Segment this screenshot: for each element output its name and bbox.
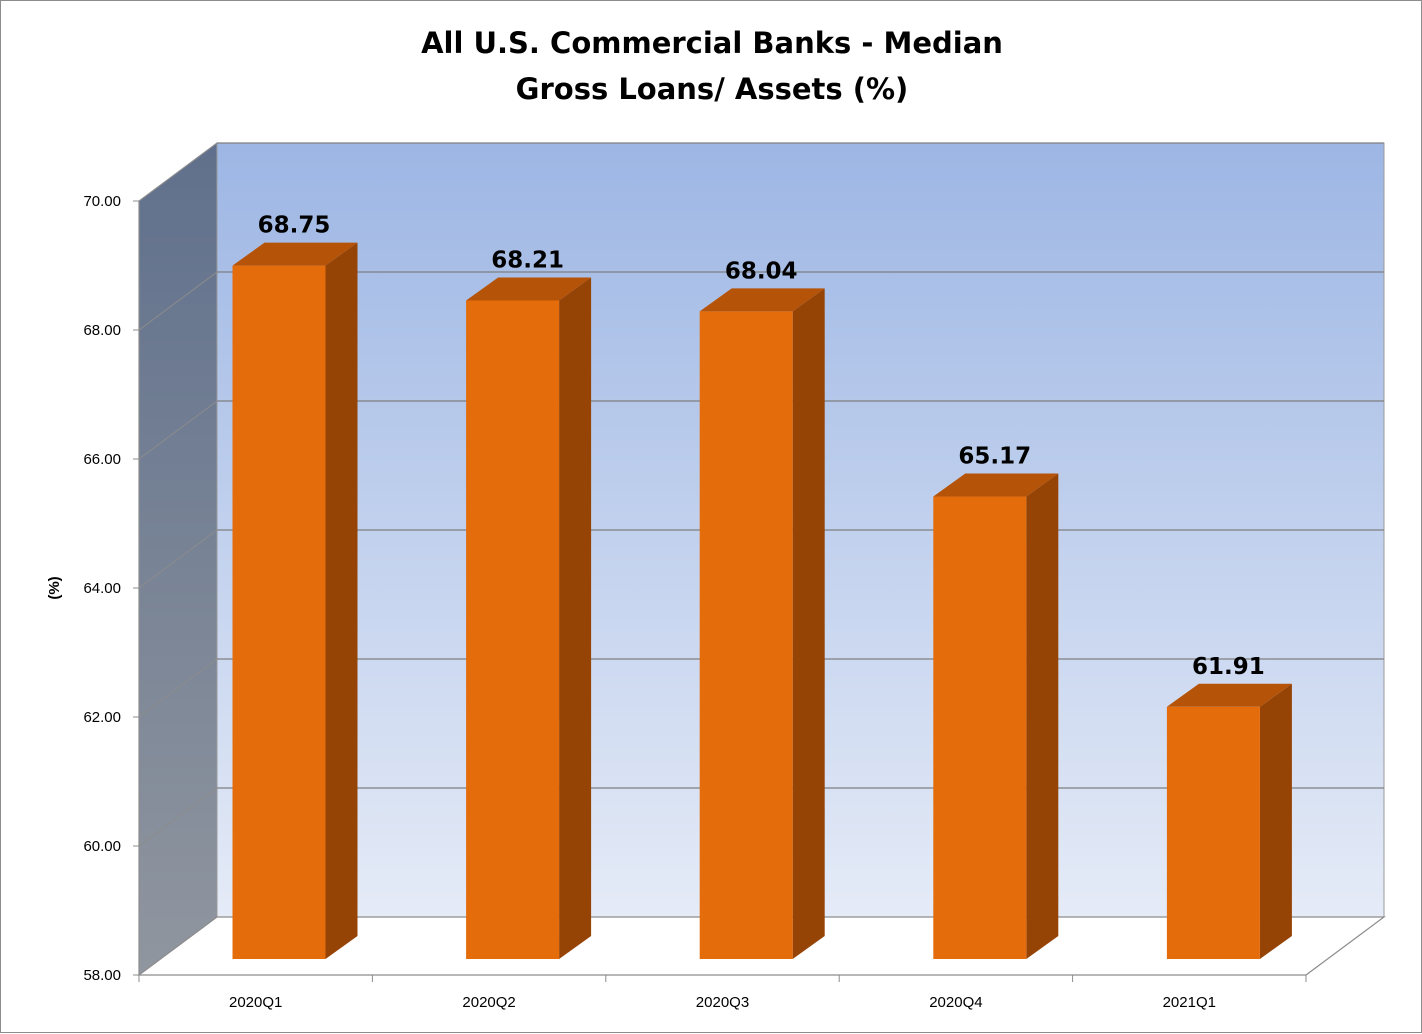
x-tick-label: 2020Q2 <box>462 994 515 1011</box>
bar-top <box>933 473 1059 497</box>
gridline-side <box>138 271 218 331</box>
bar-side <box>1259 683 1292 959</box>
bar-2021Q1 <box>1166 683 1292 959</box>
data-label: 68.04 <box>725 258 798 284</box>
bar-side <box>559 277 592 960</box>
bar-2020Q3 <box>699 288 825 959</box>
bar <box>699 311 793 959</box>
y-tick-label: 64.00 <box>83 580 121 597</box>
bar-top <box>466 277 592 301</box>
bar-top <box>232 242 358 266</box>
bar <box>232 265 326 959</box>
bar-2020Q4 <box>933 473 1059 959</box>
bar-side <box>792 288 825 959</box>
y-tick-label: 58.00 <box>83 967 121 984</box>
bar-2020Q2 <box>466 277 592 960</box>
y-tick-label: 62.00 <box>83 709 121 726</box>
bar <box>1166 706 1260 959</box>
chart-title-line-2: Gross Loans/ Assets (%) <box>516 72 909 106</box>
data-label: 61.91 <box>1192 654 1265 680</box>
y-tick-label: 68.00 <box>83 322 121 339</box>
bar <box>466 300 560 960</box>
gridline-side <box>138 400 218 460</box>
y-axis-label: (%) <box>46 576 63 599</box>
bar-2020Q1 <box>232 242 358 959</box>
data-label: 65.17 <box>958 444 1031 470</box>
x-tick-label: 2020Q3 <box>696 994 749 1011</box>
bar-top <box>699 288 825 312</box>
bar-side <box>1026 473 1059 959</box>
y-tick-label: 60.00 <box>83 838 121 855</box>
data-label: 68.21 <box>491 247 564 273</box>
x-tick-label: 2020Q4 <box>929 994 982 1011</box>
chart-title-line-1: All U.S. Commercial Banks - Median <box>421 26 1003 60</box>
x-tick-label: 2020Q1 <box>229 994 282 1011</box>
bar-top <box>1166 683 1292 707</box>
y-tick-label: 70.00 <box>83 193 121 210</box>
bar <box>933 496 1027 959</box>
data-label: 68.75 <box>258 213 331 239</box>
bar-side <box>325 242 358 959</box>
y-tick-label: 66.00 <box>83 451 121 468</box>
gridline-side <box>138 529 218 589</box>
x-tick-label: 2021Q1 <box>1163 994 1216 1011</box>
gridline-side <box>138 658 218 718</box>
gridline-side <box>138 787 218 847</box>
gridline-side <box>138 142 218 202</box>
